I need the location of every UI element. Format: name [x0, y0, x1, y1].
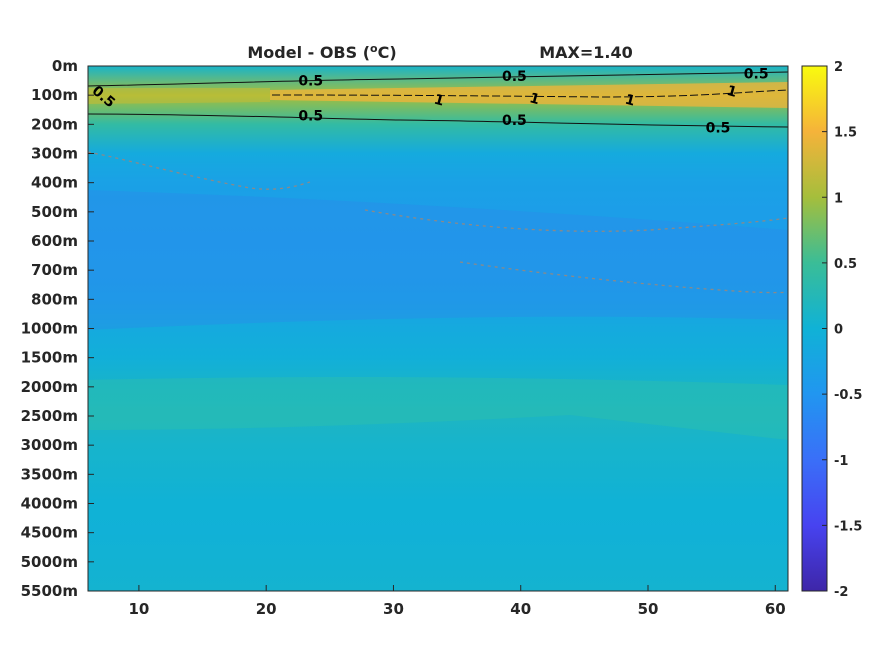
chart-title: Model - OBS (oC): [247, 42, 396, 62]
colorbar: 2 1.5 1 0.5 0 -0.5 -1 -1.5 -2: [801, 60, 862, 600]
colorbar-tick-label: -1: [834, 454, 848, 469]
contour-label: 1: [432, 92, 446, 110]
colorbar-tick-label: 0.5: [834, 257, 857, 272]
contour-neg-upper: [88, 151, 311, 190]
y-tick-label: 3500m: [21, 465, 78, 483]
warm-core-left: [88, 88, 270, 104]
colorbar-tick-label: 0: [834, 323, 843, 338]
y-tick-label: 700m: [31, 261, 78, 279]
heatmap-area: 0.50.5 0.5 0.50.5 0.5 0.51 1 1 1: [88, 66, 788, 591]
contour-lower-0.5: [88, 113, 788, 128]
y-tick-label: 600m: [31, 232, 78, 250]
contour-label: 0.5: [502, 69, 527, 85]
heatmap-field: [88, 66, 788, 591]
contour-label: 0.5: [298, 109, 323, 125]
y-tick-label: 3000m: [21, 436, 78, 454]
x-axis: 10 20 30 40 50 60: [128, 585, 786, 618]
colorbar-tick-label: 1: [834, 191, 843, 206]
x-tick-label: 20: [256, 600, 277, 618]
y-tick-label: 5500m: [21, 582, 78, 600]
colorbar-tick-label: -0.5: [834, 388, 862, 403]
contour-label: 1: [528, 90, 542, 108]
y-tick-label: 0m: [52, 57, 78, 75]
contour-neg-lower: [364, 209, 788, 232]
max-annotation: MAX=1.40: [539, 43, 633, 62]
y-tick-label: 500m: [31, 203, 78, 221]
y-tick-label: 4500m: [21, 524, 78, 542]
y-tick-label: 1500m: [21, 349, 78, 367]
x-tick-label: 30: [383, 600, 404, 618]
contour-label: 1: [725, 83, 739, 101]
contour-label: 0.5: [744, 66, 769, 82]
contour-label: 0.5: [706, 120, 731, 136]
contour-label: 1: [623, 92, 637, 110]
y-tick-label: 2000m: [21, 378, 78, 396]
x-tick-label: 50: [638, 600, 659, 618]
contour-label: 0.5: [298, 74, 323, 90]
y-tick-label: 800m: [31, 290, 78, 308]
contour-neg-lower2: [459, 261, 788, 294]
y-tick-label: 100m: [31, 86, 78, 104]
colorbar-tick-label: 1.5: [834, 126, 857, 141]
colorbar-tick-label: -1.5: [834, 519, 862, 534]
y-tick-label: 200m: [31, 115, 78, 133]
contour-label: 0.5: [502, 113, 527, 129]
y-tick-label: 2500m: [21, 407, 78, 425]
y-tick-label: 5000m: [21, 553, 78, 571]
y-tick-label: 4000m: [21, 495, 78, 513]
contour-upper-0.5: [88, 71, 788, 87]
colorbar-ticks: 2 1.5 1 0.5 0 -0.5 -1 -1.5 -2: [822, 60, 862, 600]
x-tick-label: 60: [765, 600, 786, 618]
x-tick-label: 10: [128, 600, 149, 618]
x-tick-label: 40: [510, 600, 531, 618]
warm-core: [270, 82, 788, 108]
colorbar-tick-label: 2: [834, 60, 843, 75]
contour-1: [271, 89, 788, 98]
y-tick-label: 1000m: [21, 320, 78, 338]
deep-lens: [88, 376, 788, 440]
y-tick-label: 300m: [31, 145, 78, 163]
colorbar-tick-label: -2: [834, 585, 848, 600]
y-tick-label: 400m: [31, 174, 78, 192]
y-axis: 0m 100m 200m 300m 400m 500m 600m 700m 800m 1000m 1…: [21, 57, 94, 600]
cool-blob: [88, 190, 788, 330]
